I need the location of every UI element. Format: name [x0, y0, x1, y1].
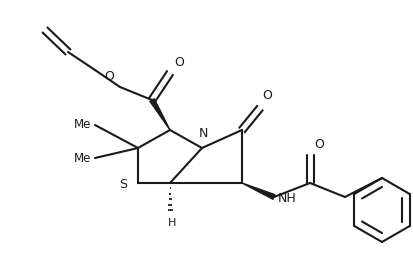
Text: N: N — [198, 127, 208, 140]
Text: H: H — [168, 218, 176, 228]
Text: O: O — [174, 56, 184, 69]
Text: O: O — [262, 89, 272, 102]
Polygon shape — [150, 99, 170, 130]
Text: O: O — [314, 138, 324, 151]
Text: O: O — [104, 70, 114, 83]
Text: NH: NH — [278, 193, 297, 206]
Text: Me: Me — [74, 153, 91, 165]
Text: S: S — [119, 177, 127, 190]
Polygon shape — [242, 183, 275, 199]
Text: Me: Me — [74, 118, 91, 131]
